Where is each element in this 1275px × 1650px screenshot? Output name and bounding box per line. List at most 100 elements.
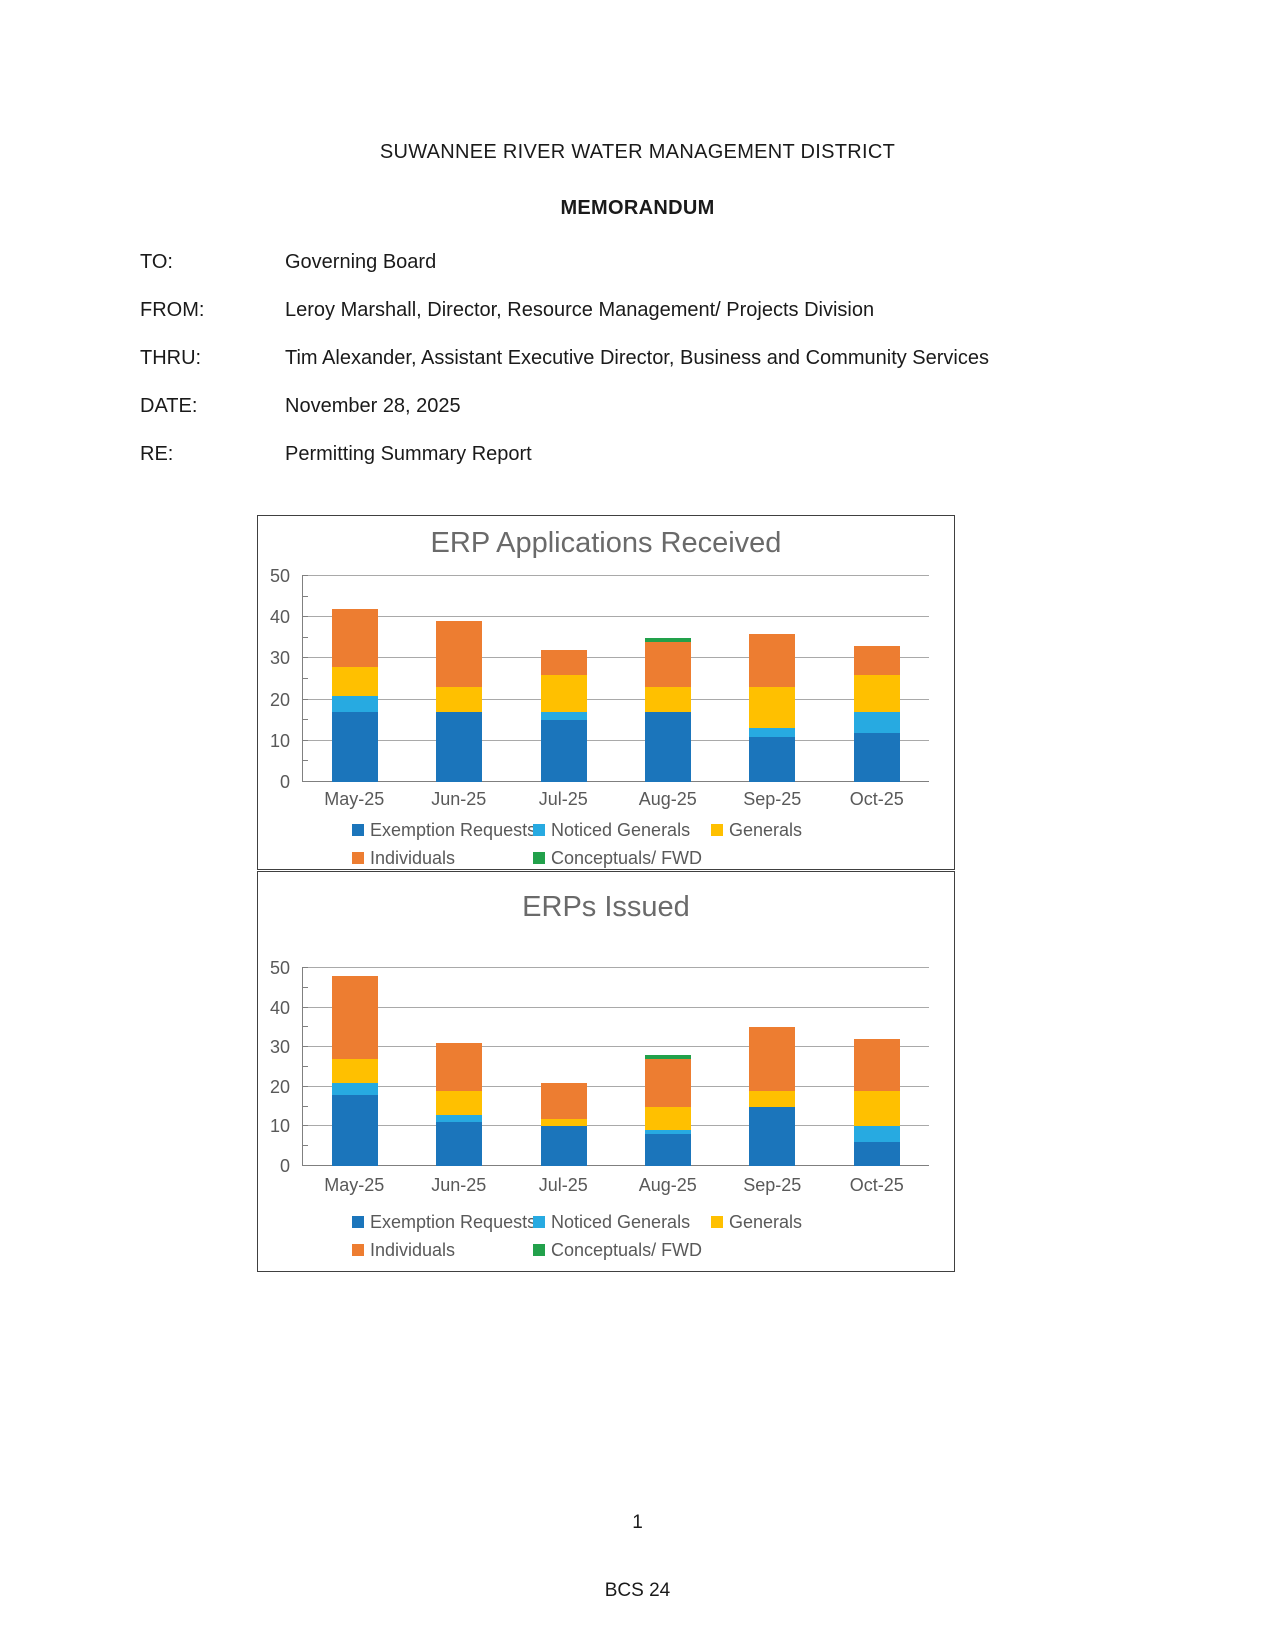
- gridline: [302, 1165, 929, 1166]
- memo-field-row: FROM: Leroy Marshall, Director, Resource …: [140, 299, 1195, 321]
- bar-segment-individuals: [853, 1039, 900, 1091]
- legend-item-noticed-generals: Noticed Generals: [533, 1212, 711, 1232]
- bar-segment-noticed-generals: [853, 711, 900, 733]
- bar-slot-sep-25: [720, 968, 824, 1166]
- x-axis-label: Jul-25: [538, 1175, 588, 1195]
- y-axis-tick-label: 0: [279, 772, 290, 792]
- legend-marker: [533, 1244, 545, 1256]
- gridline: [302, 1046, 929, 1048]
- stacked-bar-jul-25: [540, 576, 587, 782]
- memo-field-label: THRU:: [140, 347, 202, 369]
- stacked-bar-aug-25: [645, 576, 692, 782]
- bar-segment-generals: [853, 674, 900, 712]
- legend-label: Conceptuals/ FWD: [551, 1240, 703, 1260]
- x-axis-label: Jul-25: [538, 789, 588, 809]
- bar-segment-individuals: [332, 609, 379, 667]
- x-axis-label: Jun-25: [431, 1175, 487, 1195]
- gridline: [302, 1085, 929, 1087]
- bar-slot-jun-25: [407, 576, 511, 782]
- bar-segment-generals: [540, 674, 587, 712]
- x-axis-label: Aug-25: [638, 1175, 697, 1195]
- y-axis-tickmark: [302, 657, 308, 659]
- x-axis-label: Jun-25: [431, 789, 487, 809]
- y-axis-tick-label: 40: [269, 997, 290, 1018]
- memo-field-label: FROM:: [140, 299, 205, 321]
- bar-segment-noticed-generals: [540, 711, 587, 721]
- x-axis-label: Oct-25: [849, 1175, 904, 1195]
- legend-label: Noticed Generals: [551, 1212, 691, 1232]
- org-title: SUWANNEE RIVER WATER MANAGEMENT DISTRICT: [379, 141, 896, 163]
- stacked-bar-aug-25: [645, 968, 692, 1166]
- bar-segment-individuals: [436, 621, 483, 688]
- legend-marker: [711, 1216, 723, 1228]
- bar-segment-individuals: [645, 641, 692, 688]
- bar-slot-aug-25: [616, 576, 720, 782]
- plot-area: 0 10 20 30 40 50: [270, 959, 929, 1175]
- memo-field-value: Tim Alexander, Assistant Executive Direc…: [285, 347, 989, 369]
- bar-segment-exemption-requests: [645, 1134, 692, 1166]
- x-axis-label: Aug-25: [638, 789, 697, 809]
- y-axis-tick-label: 0: [279, 1156, 290, 1176]
- bar-segment-noticed-generals: [645, 1130, 692, 1135]
- memo-header-fields: TO: Governing Board FROM: Leroy Marshall, D…: [140, 251, 1195, 491]
- bar-segment-individuals: [540, 650, 587, 675]
- y-axis-tickmark: [302, 575, 308, 576]
- bar-segment-exemption-requests: [645, 711, 692, 782]
- legend-marker: [352, 824, 364, 836]
- stacked-bar-jul-25: [540, 968, 587, 1166]
- stacked-bar-may-25: [332, 576, 379, 782]
- y-axis-tickmark: [302, 1125, 308, 1127]
- bar-segment-exemption-requests: [540, 720, 587, 782]
- bar-segment-individuals: [853, 646, 900, 675]
- page-number: 1: [632, 1512, 643, 1533]
- legend-item-individuals: Individuals: [352, 1240, 533, 1260]
- y-axis-tickmark: [302, 760, 308, 762]
- bar-slot-jul-25: [512, 576, 616, 782]
- y-axis-tickmark: [302, 616, 308, 618]
- bar-segment-exemption-requests: [332, 711, 379, 782]
- y-axis-tickmark: [302, 986, 308, 988]
- y-axis-tickmark: [302, 698, 308, 700]
- memo-field-label: TO:: [140, 251, 173, 273]
- memo-field-label: DATE:: [140, 395, 198, 417]
- x-axis-label: Sep-25: [743, 789, 802, 809]
- x-axis-label: Oct-25: [849, 789, 904, 809]
- memo-field-value: Leroy Marshall, Director, Resource Manag…: [285, 299, 875, 321]
- bar-segment-generals: [645, 687, 692, 712]
- bar-segment-exemption-requests: [436, 1122, 483, 1166]
- chart-title: ERP Applications Received: [430, 527, 782, 559]
- bar-segment-exemption-requests: [540, 1126, 587, 1166]
- bar-segment-generals: [540, 1118, 587, 1127]
- y-axis-tick-label: 50: [269, 566, 290, 586]
- chart-title: ERPs Issued: [522, 891, 690, 923]
- y-axis-tick-label: 10: [269, 1116, 290, 1137]
- bar-segment-individuals: [645, 1059, 692, 1107]
- gridline: [302, 657, 929, 659]
- y-axis-tick-label: 20: [269, 689, 290, 710]
- bar-slot-may-25: [303, 576, 407, 782]
- bar-segment-individuals: [540, 1082, 587, 1119]
- memo-field-row: RE: Permitting Summary Report: [140, 443, 1195, 465]
- y-axis-tickmark: [302, 1026, 308, 1028]
- bar-segment-generals: [645, 1106, 692, 1131]
- legend-label: Conceptuals/ FWD: [551, 848, 703, 868]
- legend-item-conceptuals-fwd: Conceptuals/ FWD: [533, 1240, 711, 1260]
- legend-item-generals: Generals: [711, 1212, 934, 1232]
- bar-slot-oct-25: [825, 576, 929, 782]
- bar-segment-exemption-requests: [749, 1106, 796, 1166]
- legend-label: Exemption Requests: [370, 820, 537, 840]
- legend-label: Generals: [729, 820, 803, 840]
- legend-item-exemption-requests: Exemption Requests: [352, 820, 537, 840]
- bar-segment-exemption-requests: [853, 1142, 900, 1166]
- bar-segment-exemption-requests: [332, 1094, 379, 1166]
- stacked-bar-jun-25: [436, 576, 483, 782]
- chart-erps-issued: ERPs Issued 0 10 20 30 40 50 May-25 Jun-25 Jul-25…: [257, 871, 955, 1272]
- x-axis-labels: May-25 Jun-25 Jul-25 Aug-25 Sep-25 Oct-25: [302, 789, 929, 810]
- y-axis-tickmark: [302, 678, 308, 679]
- y-axis-tick-label: 50: [269, 958, 290, 978]
- chart-erp-applications-received: ERP Applications Received 0 10 20 30 40 50 May-…: [257, 515, 955, 870]
- legend-item-noticed-generals: Noticed Generals: [533, 820, 711, 840]
- y-axis-tick-label: 30: [269, 648, 290, 669]
- gridline: [302, 739, 929, 741]
- legend-label: Individuals: [370, 848, 456, 868]
